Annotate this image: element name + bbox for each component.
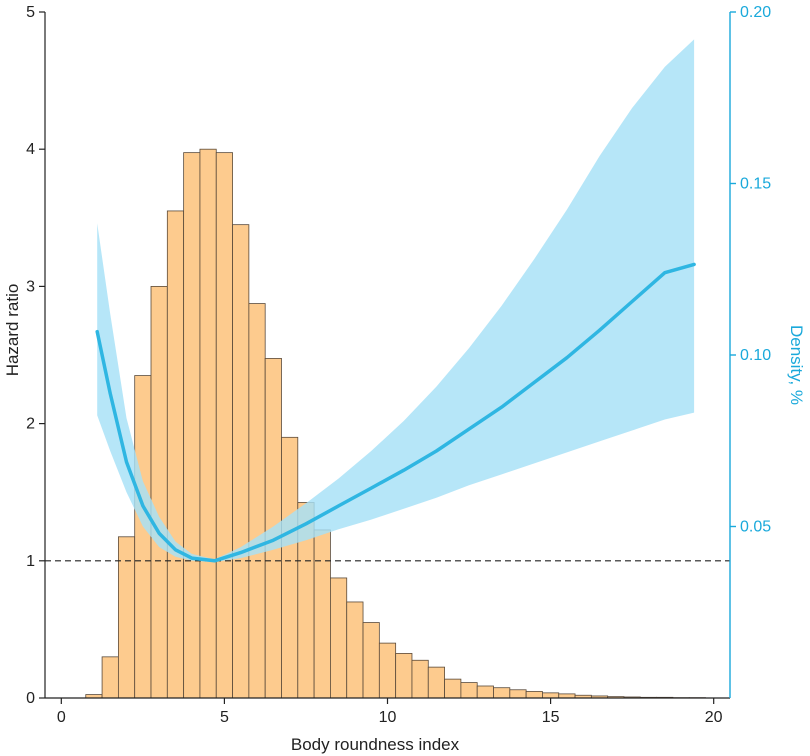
histogram-bar xyxy=(460,682,478,699)
histogram-bar xyxy=(215,152,233,699)
curve-point xyxy=(109,392,112,395)
curve-point xyxy=(598,329,601,332)
x-tick-label: 5 xyxy=(220,709,229,726)
histogram-bar xyxy=(378,642,397,699)
hazard-curve-layer xyxy=(95,262,696,563)
y-axis-title: Hazard ratio xyxy=(3,284,22,377)
curve-point xyxy=(692,263,696,266)
right-y-tick-label: 0.15 xyxy=(740,176,771,193)
y-tick-label: 1 xyxy=(26,553,35,570)
confidence-band xyxy=(97,39,695,563)
curve-point xyxy=(272,539,275,542)
y-tick-label: 4 xyxy=(26,141,35,158)
x-axis-title: Body roundness index xyxy=(291,735,460,754)
right-y-tick-label: 0.20 xyxy=(740,4,771,21)
histogram-bar xyxy=(150,285,168,699)
density-histogram xyxy=(85,148,706,699)
right-y-axis-title: Density, % xyxy=(787,325,806,405)
histogram-bar xyxy=(313,529,331,699)
curve-point xyxy=(533,381,536,384)
histogram-bar xyxy=(330,577,348,699)
histogram-bar xyxy=(248,303,266,699)
histogram-bar xyxy=(427,666,445,699)
curve-point xyxy=(337,504,340,508)
histogram-bar xyxy=(199,148,217,699)
histogram-bar xyxy=(346,601,364,699)
histogram-bar xyxy=(362,622,380,699)
axes: 0 1 2 3 4 5 0 5 10 15 20 0.05 0.10 0.15 0.20 xyxy=(26,4,771,726)
histogram-bar xyxy=(395,653,413,699)
histogram-bar xyxy=(444,678,462,699)
histogram-bar xyxy=(558,693,576,699)
histogram-bar xyxy=(232,224,250,699)
histogram-bar xyxy=(542,692,560,699)
y-tick-label: 2 xyxy=(26,416,35,433)
curve-point xyxy=(213,559,216,562)
histogram-bar xyxy=(525,691,543,699)
curve-point xyxy=(565,356,569,359)
x-tick-label: 10 xyxy=(379,709,397,726)
curve-point xyxy=(369,486,373,490)
curve-point xyxy=(239,551,242,554)
curve-point xyxy=(141,504,145,508)
histogram-bar xyxy=(183,152,201,699)
y-tick-label: 5 xyxy=(26,4,35,21)
curve-point xyxy=(467,427,471,431)
curve-point xyxy=(95,330,99,333)
x-tick-label: 0 xyxy=(57,709,66,726)
y-tick-label: 0 xyxy=(26,690,35,707)
histogram-bar xyxy=(134,375,152,699)
curve-point xyxy=(190,556,193,560)
curve-point xyxy=(125,460,128,464)
x-tick-label: 20 xyxy=(705,709,723,726)
curve-point xyxy=(500,405,503,409)
curve-point xyxy=(402,469,406,472)
histogram-bar xyxy=(166,210,185,699)
histogram-bar xyxy=(411,659,429,699)
x-tick-label: 15 xyxy=(542,709,560,726)
curve-point xyxy=(157,532,161,535)
histogram-bar xyxy=(101,656,119,699)
curve-point xyxy=(663,271,666,274)
curve-point xyxy=(630,300,634,303)
histogram-bar xyxy=(281,436,299,699)
histogram-bar xyxy=(476,685,494,699)
curve-point xyxy=(304,522,308,525)
histogram-bar xyxy=(509,689,527,699)
y-tick-label: 3 xyxy=(26,278,35,295)
right-y-tick-label: 0.10 xyxy=(740,347,771,364)
curve-point xyxy=(435,449,438,453)
histogram-bar xyxy=(493,687,511,699)
curve-point xyxy=(174,548,177,552)
confidence-band-layer xyxy=(97,39,695,563)
right-y-tick-label: 0.05 xyxy=(740,519,771,536)
